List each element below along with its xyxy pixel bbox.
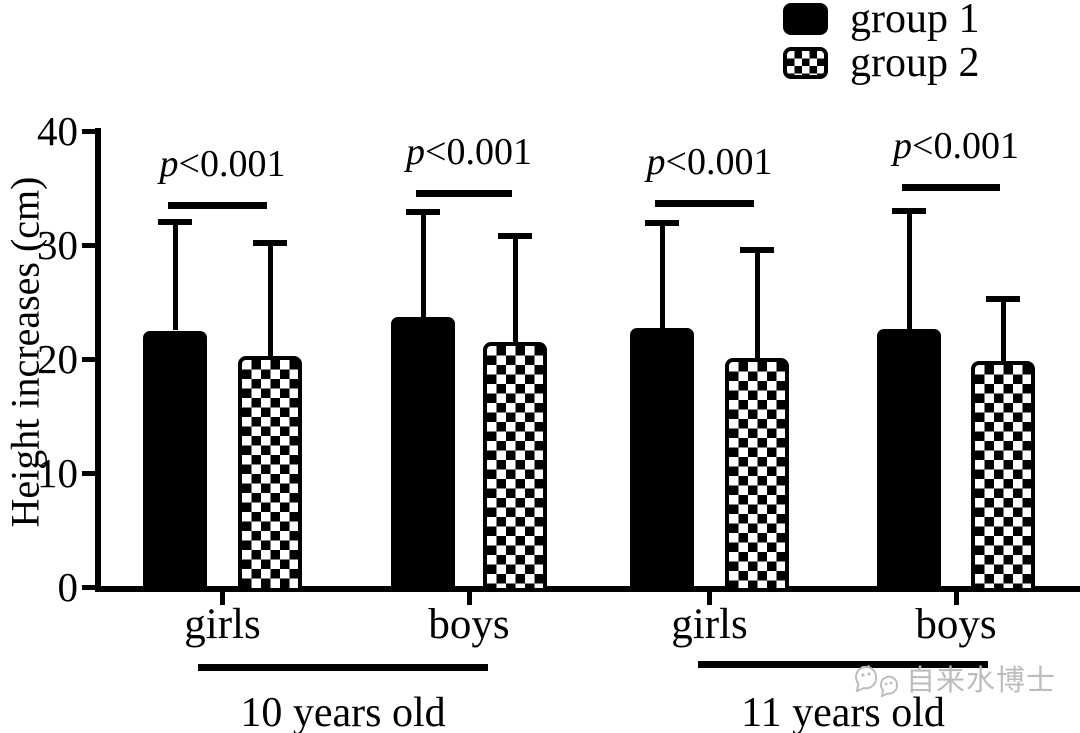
bar-group2 [725, 357, 789, 592]
legend-item-group2: group 2 [783, 42, 980, 84]
x-axis-line [95, 586, 1080, 592]
age-group-line [698, 661, 988, 668]
bar-group1 [391, 316, 455, 592]
p-italic: p [893, 124, 913, 167]
bar-group2 [238, 355, 302, 592]
significance-line [655, 199, 754, 207]
legend-label-group1: group 1 [850, 0, 980, 42]
error-bar-cap [740, 246, 774, 253]
bar-group1 [877, 329, 941, 592]
chat-faces-icon [855, 664, 899, 698]
significance-line [416, 189, 512, 197]
age-group-line [198, 664, 488, 671]
bar-group1 [143, 330, 207, 592]
error-bar-cap [892, 207, 926, 214]
y-tick-label: 0 [57, 564, 79, 610]
y-tick-label: 20 [37, 336, 78, 382]
bar-group1 [630, 328, 694, 592]
y-tick-label: 10 [37, 450, 78, 496]
error-bar-cap [406, 208, 440, 215]
error-bar-cap [253, 239, 287, 246]
y-tick [82, 242, 95, 248]
error-bar-cap [986, 295, 1020, 302]
y-tick-label: 30 [37, 222, 78, 268]
p-value-label: p<0.001 [893, 124, 1019, 167]
legend-swatch-solid-icon [783, 2, 828, 35]
legend-swatch-checkerboard-icon [783, 46, 828, 79]
error-bar-line [659, 223, 665, 329]
p-value-label: p<0.001 [646, 140, 773, 183]
error-bar-cap [645, 220, 679, 227]
error-bar-cap [498, 232, 532, 239]
error-bar-line [420, 211, 426, 317]
y-axis-line [95, 128, 101, 592]
legend-item-group1: group 1 [783, 0, 980, 40]
category-tick [220, 592, 225, 605]
error-bar-line [1000, 298, 1006, 362]
error-bar-line [512, 235, 518, 342]
category-tick [466, 592, 472, 605]
bar-group2 [971, 361, 1035, 592]
error-bar-line [172, 222, 178, 331]
bar-group2 [483, 341, 547, 592]
p-italic: p [159, 143, 179, 186]
error-bar-line [267, 242, 273, 356]
legend: group 1 group 2 [783, 0, 980, 84]
watermark-text: 自来水博士 [906, 664, 1057, 697]
significance-line [168, 202, 267, 210]
error-bar-cap [158, 219, 192, 226]
y-tick [82, 584, 95, 590]
category-label: boys [428, 601, 510, 648]
y-tick-label: 40 [37, 108, 78, 154]
watermark: 自来水博士 [853, 663, 1056, 699]
y-tick [82, 128, 95, 134]
category-label: boys [915, 601, 997, 648]
y-tick [82, 356, 95, 362]
category-label: girls [671, 601, 748, 648]
p-italic: p [646, 140, 666, 183]
category-tick [707, 592, 712, 605]
p-italic: p [406, 130, 426, 173]
p-value-label: p<0.001 [159, 143, 286, 186]
y-tick [82, 470, 95, 476]
legend-label-group2: group 2 [850, 39, 980, 86]
age-group-label: 11 years old [741, 690, 945, 733]
age-group-label: 10 years old [240, 690, 446, 733]
significance-line [902, 183, 1000, 191]
category-label: girls [184, 601, 261, 648]
error-bar-line [754, 249, 760, 358]
p-value-label: p<0.001 [406, 130, 532, 173]
error-bar-line [906, 210, 912, 330]
category-tick [953, 592, 959, 605]
